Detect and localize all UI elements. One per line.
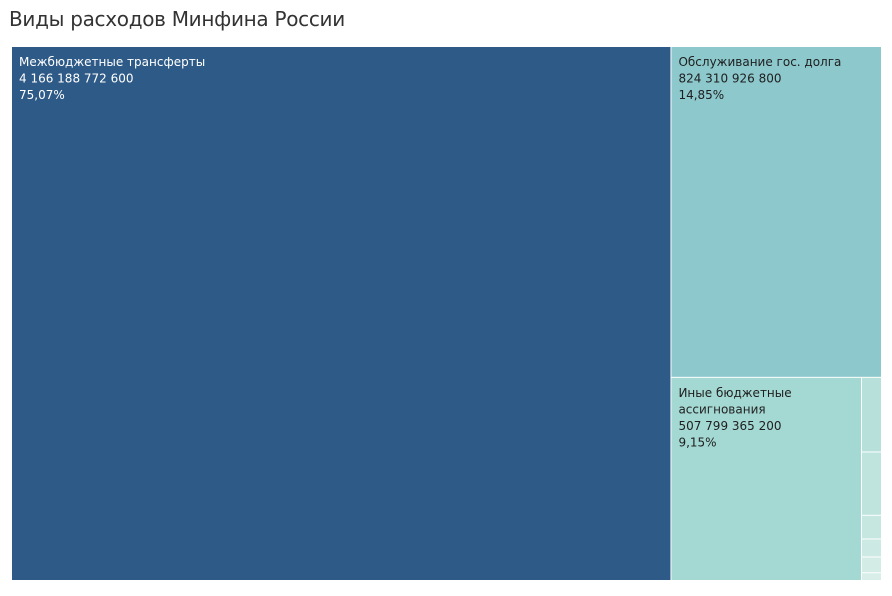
tile-obsluzhivanie-gos-dolga[interactable] [671, 47, 881, 377]
tile-value-label: 507 799 365 200 [678, 419, 781, 433]
tile-small-4[interactable] [862, 539, 881, 557]
tile-percent-label: 14,85% [678, 88, 724, 102]
tile-small-3[interactable] [862, 515, 881, 539]
tile-name-label: Обслуживание гос. долга [678, 55, 841, 69]
tile-small-5[interactable] [862, 557, 881, 573]
tile-small-6[interactable] [862, 573, 881, 580]
tile-name-label: ассигнования [678, 402, 765, 416]
chart-title: Виды расходов Минфина России [9, 7, 345, 31]
tile-small-1[interactable] [862, 377, 881, 452]
tile-name-label: Иные бюджетные [678, 386, 791, 400]
tile-inye-byudzhetnye-assignovaniya[interactable] [671, 377, 861, 580]
tile-value-label: 4 166 188 772 600 [19, 72, 134, 86]
tile-small-2[interactable] [862, 452, 881, 515]
tile-percent-label: 75,07% [19, 88, 65, 102]
tile-percent-label: 9,15% [678, 435, 716, 449]
tile-mezhbyudzhetnye-transferty[interactable] [12, 47, 671, 580]
tile-name-label: Межбюджетные трансферты [19, 55, 205, 69]
tile-value-label: 824 310 926 800 [678, 72, 781, 86]
